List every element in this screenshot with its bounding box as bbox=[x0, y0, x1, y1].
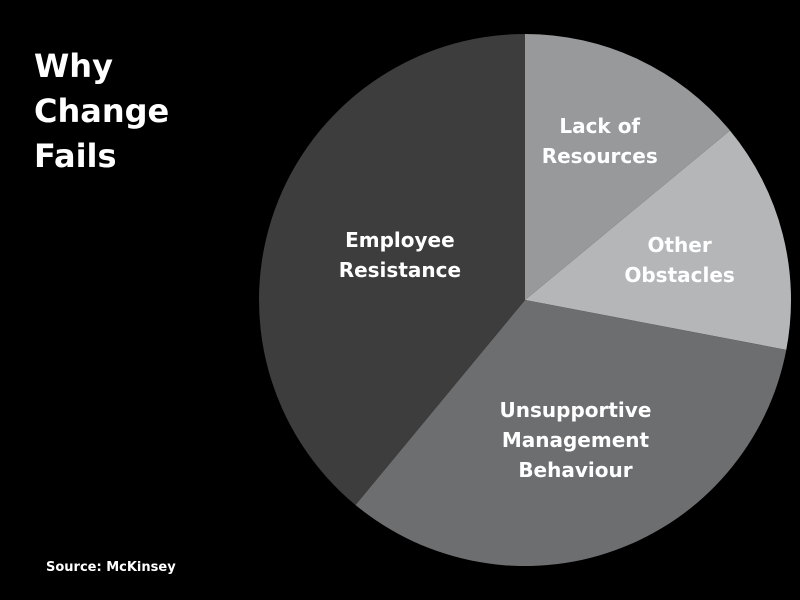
slice-label: Lack of Resources bbox=[541, 114, 658, 169]
pie-slice bbox=[525, 34, 730, 300]
chart-title: Why Change Fails bbox=[34, 47, 170, 175]
source-note: Source: McKinsey bbox=[46, 560, 176, 575]
slice-label: Employee Resistance bbox=[338, 227, 462, 282]
slice-label: Other Obstacles bbox=[624, 233, 735, 288]
pie-slice bbox=[355, 300, 787, 566]
pie-slice bbox=[525, 130, 791, 350]
slice-label: Unsupportive Management Behaviour bbox=[499, 398, 652, 483]
pie-slice bbox=[259, 34, 525, 505]
